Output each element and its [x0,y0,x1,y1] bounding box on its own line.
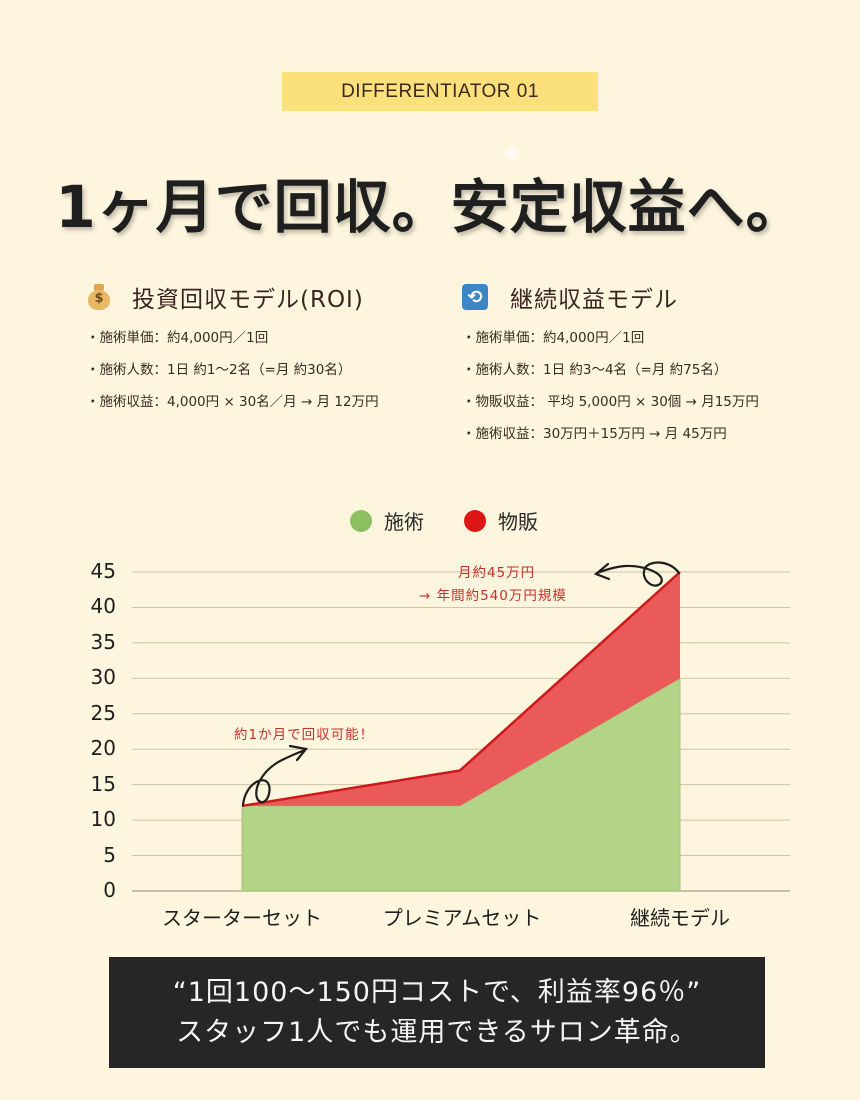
list-item: 施術人数：1日 約1～2名（=月 約30名） [86,360,379,392]
y-tick-label: 0 [103,878,116,902]
y-tick-label: 35 [90,629,116,654]
legend-dot-green [350,509,372,532]
y-tick-label: 30 [90,665,116,690]
list-item: 施術収益：30万円＋15万円 → 月 45万円 [462,424,759,456]
list-item: 施術収益：4,000円 × 30名／月 → 月 12万円 [86,392,379,424]
section-title: 継続収益モデル [510,287,678,313]
badge-label: DIFFERENTIATOR 01 [341,80,539,102]
x-tick-label: スターターセット [162,906,322,930]
x-tick-label: プレミアムセット [382,906,542,930]
section-title: 投資回収モデル(ROI) [132,287,364,313]
legend-dot-red [464,509,486,532]
chart-annotation-monthly: 月約45万円 [458,565,536,581]
y-tick-label: 5 [103,842,116,867]
list-item: 物販収益： 平均 5,000円 × 30個 → 月15万円 [462,392,759,424]
y-tick-label: 10 [90,807,116,832]
quote-banner: “1回100～150円コストで、利益率96％” スタッフ1人でも運用できるサロン… [109,957,765,1068]
roi-model-section: $ 投資回収モデル(ROI) 施術単価：約4,000円／1回 施術人数：1日 約… [86,282,379,424]
y-tick-label: 45 [90,559,116,583]
y-tick-label: 15 [90,771,116,796]
repeat-icon: ⟲ [462,284,488,310]
y-tick-label: 20 [90,736,116,761]
y-tick-label: 40 [90,594,116,619]
x-tick-label: 継続モデル [630,906,730,930]
quote-line-1: “1回100～150円コストで、利益率96％” [172,976,702,1008]
curly-arrow-icon [593,561,681,587]
recurring-model-section: ⟲ 継続収益モデル 施術単価：約4,000円／1回 施術人数：1日 約3～4名（… [462,282,759,456]
quote-line-2: スタッフ1人でも運用できるサロン革命。 [176,1016,698,1048]
curly-arrow-icon [241,744,309,807]
list-item: 施術人数：1日 約3～4名（=月 約75名） [462,360,759,392]
sparkle-decoration [503,145,521,163]
money-bag-icon: $ [86,283,112,311]
list-item: 施術単価：約4,000円／1回 [86,328,379,360]
page-headline: 1ヶ月で回収。安定収益へ。 [55,173,805,241]
chart-annotation-annual: → 年間約540万円規模 [419,588,567,604]
y-tick-label: 25 [90,700,116,725]
list-item: 施術単価：約4,000円／1回 [462,328,759,360]
chart-legend: 施術 物販 [350,506,578,535]
legend-item-retail: 物販 [464,506,538,535]
chart-annotation-payback: 約1か月で回収可能！ [234,727,375,743]
legend-item-treatment: 施術 [350,506,424,535]
differentiator-badge: DIFFERENTIATOR 01 [282,72,598,111]
